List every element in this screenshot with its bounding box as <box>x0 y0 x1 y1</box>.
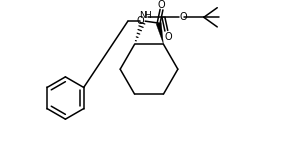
Text: O: O <box>180 12 187 22</box>
Text: N: N <box>139 11 146 20</box>
Text: O: O <box>137 16 144 26</box>
Text: O: O <box>164 32 172 42</box>
Text: H: H <box>144 11 150 20</box>
Polygon shape <box>156 22 164 44</box>
Text: O: O <box>158 0 165 10</box>
